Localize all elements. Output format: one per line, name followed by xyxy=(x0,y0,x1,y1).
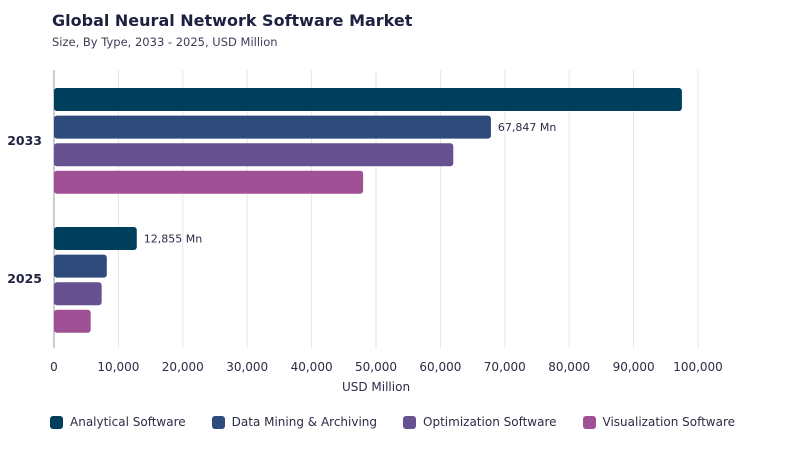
legend-swatch xyxy=(582,415,596,429)
legend-label: Visualization Software xyxy=(602,415,736,429)
x-tick-label: 50,000 xyxy=(355,360,397,374)
bar xyxy=(54,227,137,250)
legend-item: Analytical Software xyxy=(50,415,186,429)
legend-swatch xyxy=(211,415,225,429)
x-tick-label: 90,000 xyxy=(613,360,655,374)
bar xyxy=(54,88,682,111)
page-subtitle: Size, By Type, 2033 - 2025, USD Million xyxy=(52,35,278,49)
legend-label: Analytical Software xyxy=(70,415,186,429)
bar xyxy=(54,282,102,306)
legend-swatch xyxy=(50,415,63,429)
x-tick-label: 0 xyxy=(50,360,58,374)
x-tick-label: 60,000 xyxy=(419,360,461,374)
x-tick-label: 40,000 xyxy=(291,360,333,374)
data-label: 67,847 Mn xyxy=(498,121,556,134)
legend: Analytical Software Data Mining & Archivi… xyxy=(50,415,761,429)
x-tick-label: 20,000 xyxy=(162,360,204,374)
legend-label: Optimization Software xyxy=(423,415,557,429)
x-tick-label: 30,000 xyxy=(226,360,268,374)
x-tick-label: 70,000 xyxy=(484,360,526,374)
bar xyxy=(54,115,491,139)
bar xyxy=(54,143,454,167)
bar xyxy=(54,170,364,194)
x-tick-label: 80,000 xyxy=(548,360,590,374)
legend-label: Data Mining & Archiving xyxy=(231,415,378,429)
bar xyxy=(54,309,91,333)
legend-item: Data Mining & Archiving xyxy=(211,415,378,429)
x-axis-label: USD Million xyxy=(342,380,410,394)
x-tick-label: 10,000 xyxy=(97,360,139,374)
page-title: Global Neural Network Software Market xyxy=(52,11,413,30)
legend-item: Optimization Software xyxy=(403,415,557,429)
x-tick-label: 100,000 xyxy=(673,360,723,374)
data-label: 12,855 Mn xyxy=(144,233,202,246)
legend-swatch xyxy=(403,415,417,429)
category-label: 2025 xyxy=(7,271,42,286)
category-label: 2033 xyxy=(7,133,42,148)
bar xyxy=(54,254,107,278)
legend-item: Visualization Software xyxy=(582,415,736,429)
